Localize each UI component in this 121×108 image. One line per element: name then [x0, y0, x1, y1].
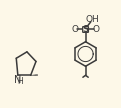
Text: H: H: [17, 77, 23, 86]
Text: N: N: [14, 75, 21, 85]
Text: S: S: [82, 25, 89, 34]
Text: O: O: [92, 25, 99, 34]
Text: OH: OH: [85, 15, 99, 25]
Text: O: O: [72, 25, 79, 34]
FancyBboxPatch shape: [83, 27, 88, 32]
